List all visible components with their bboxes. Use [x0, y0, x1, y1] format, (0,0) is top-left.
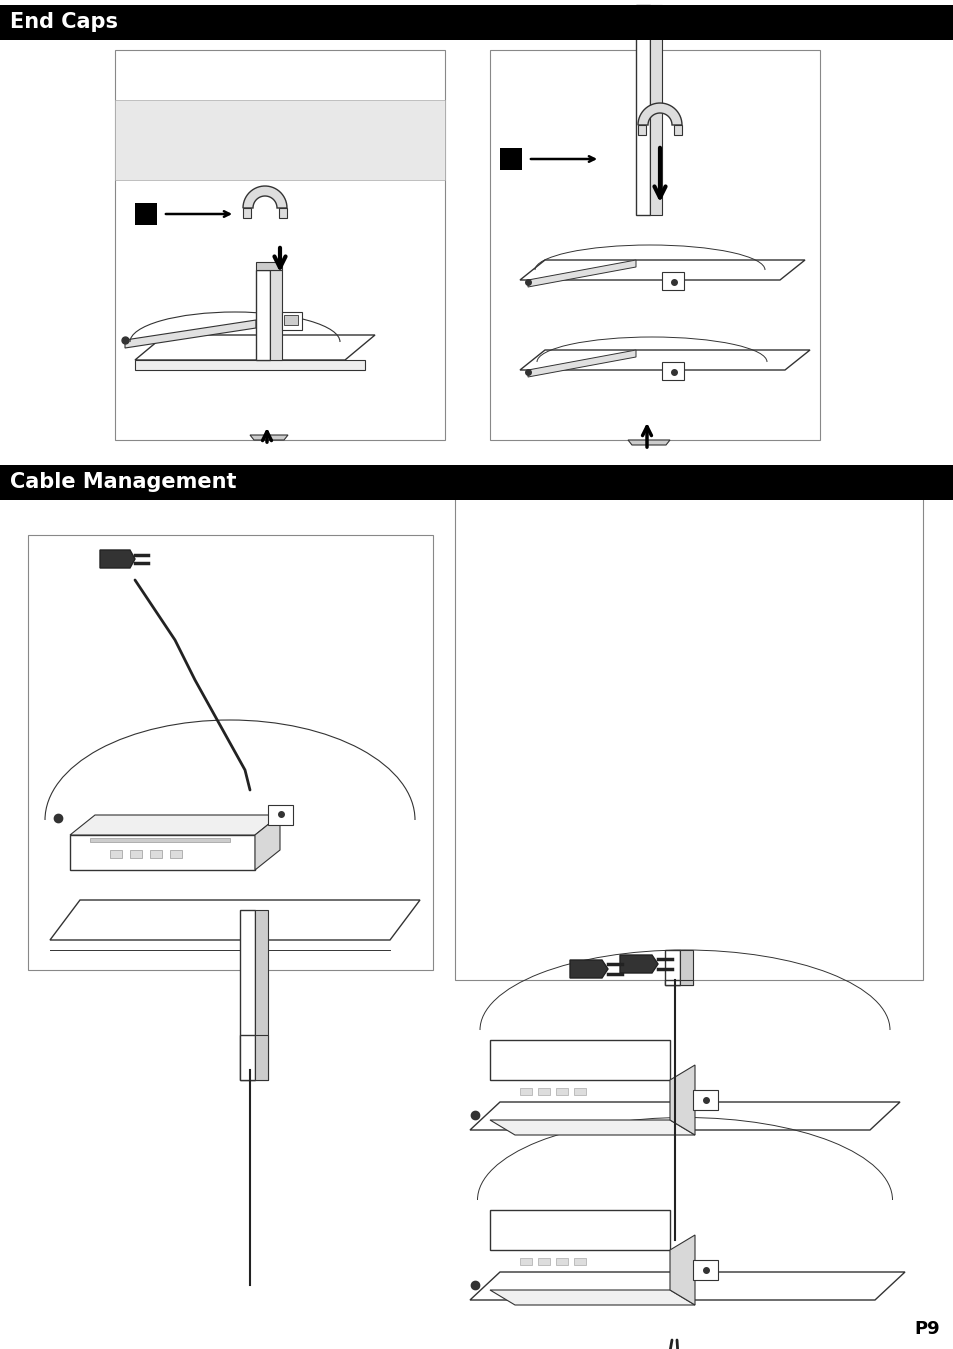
- Bar: [556, 1089, 567, 1095]
- Bar: [537, 1089, 550, 1095]
- Bar: [638, 125, 645, 135]
- Polygon shape: [135, 360, 365, 370]
- Polygon shape: [627, 440, 669, 445]
- Bar: [499, 148, 521, 170]
- Bar: [490, 1210, 669, 1251]
- Polygon shape: [50, 900, 419, 940]
- Bar: [254, 1035, 268, 1081]
- Bar: [673, 125, 681, 135]
- Bar: [115, 50, 444, 440]
- Polygon shape: [490, 1290, 695, 1304]
- Bar: [28, 536, 433, 970]
- Bar: [255, 262, 282, 270]
- Bar: [537, 1259, 550, 1265]
- Bar: [170, 850, 182, 858]
- Bar: [270, 270, 282, 360]
- Polygon shape: [70, 835, 254, 870]
- Polygon shape: [638, 103, 681, 125]
- Bar: [490, 50, 820, 440]
- Polygon shape: [619, 955, 658, 973]
- Bar: [255, 270, 270, 360]
- Polygon shape: [569, 960, 607, 978]
- Bar: [574, 1089, 585, 1095]
- Bar: [556, 1259, 567, 1265]
- Bar: [679, 950, 692, 985]
- Bar: [130, 850, 142, 858]
- Bar: [661, 362, 683, 380]
- Bar: [661, 272, 683, 290]
- Polygon shape: [125, 320, 255, 348]
- Bar: [664, 950, 679, 985]
- Polygon shape: [669, 1234, 695, 1304]
- Bar: [664, 979, 679, 985]
- Polygon shape: [519, 260, 804, 281]
- Text: End Caps: End Caps: [10, 12, 118, 32]
- Bar: [243, 208, 251, 219]
- Bar: [455, 490, 923, 979]
- Bar: [0, 5, 953, 40]
- Bar: [278, 208, 287, 219]
- Bar: [115, 100, 444, 179]
- Bar: [679, 979, 692, 985]
- Bar: [574, 1259, 585, 1265]
- Polygon shape: [70, 815, 280, 835]
- Bar: [254, 911, 268, 1081]
- Text: Cable Management: Cable Management: [10, 472, 236, 492]
- Polygon shape: [470, 1102, 899, 1130]
- Polygon shape: [254, 815, 280, 870]
- Bar: [636, 5, 649, 214]
- Polygon shape: [519, 349, 809, 370]
- Bar: [0, 465, 953, 500]
- Polygon shape: [250, 434, 288, 440]
- Polygon shape: [135, 335, 375, 360]
- Polygon shape: [243, 186, 287, 208]
- Bar: [490, 1040, 669, 1081]
- Bar: [240, 1035, 254, 1081]
- Bar: [110, 850, 122, 858]
- Bar: [692, 1090, 718, 1110]
- Bar: [519, 1089, 532, 1095]
- Bar: [268, 805, 293, 826]
- Bar: [519, 1259, 532, 1265]
- Bar: [150, 850, 162, 858]
- Bar: [90, 838, 230, 842]
- Polygon shape: [490, 1120, 695, 1135]
- Polygon shape: [527, 349, 636, 376]
- Bar: [692, 1260, 718, 1280]
- Polygon shape: [470, 1272, 904, 1300]
- Polygon shape: [100, 550, 135, 568]
- Bar: [135, 202, 157, 225]
- Bar: [240, 911, 254, 1081]
- Text: P9: P9: [913, 1321, 939, 1338]
- Bar: [282, 312, 302, 331]
- Polygon shape: [669, 1064, 695, 1135]
- Bar: [649, 5, 661, 214]
- Bar: [284, 316, 297, 325]
- Polygon shape: [527, 260, 636, 287]
